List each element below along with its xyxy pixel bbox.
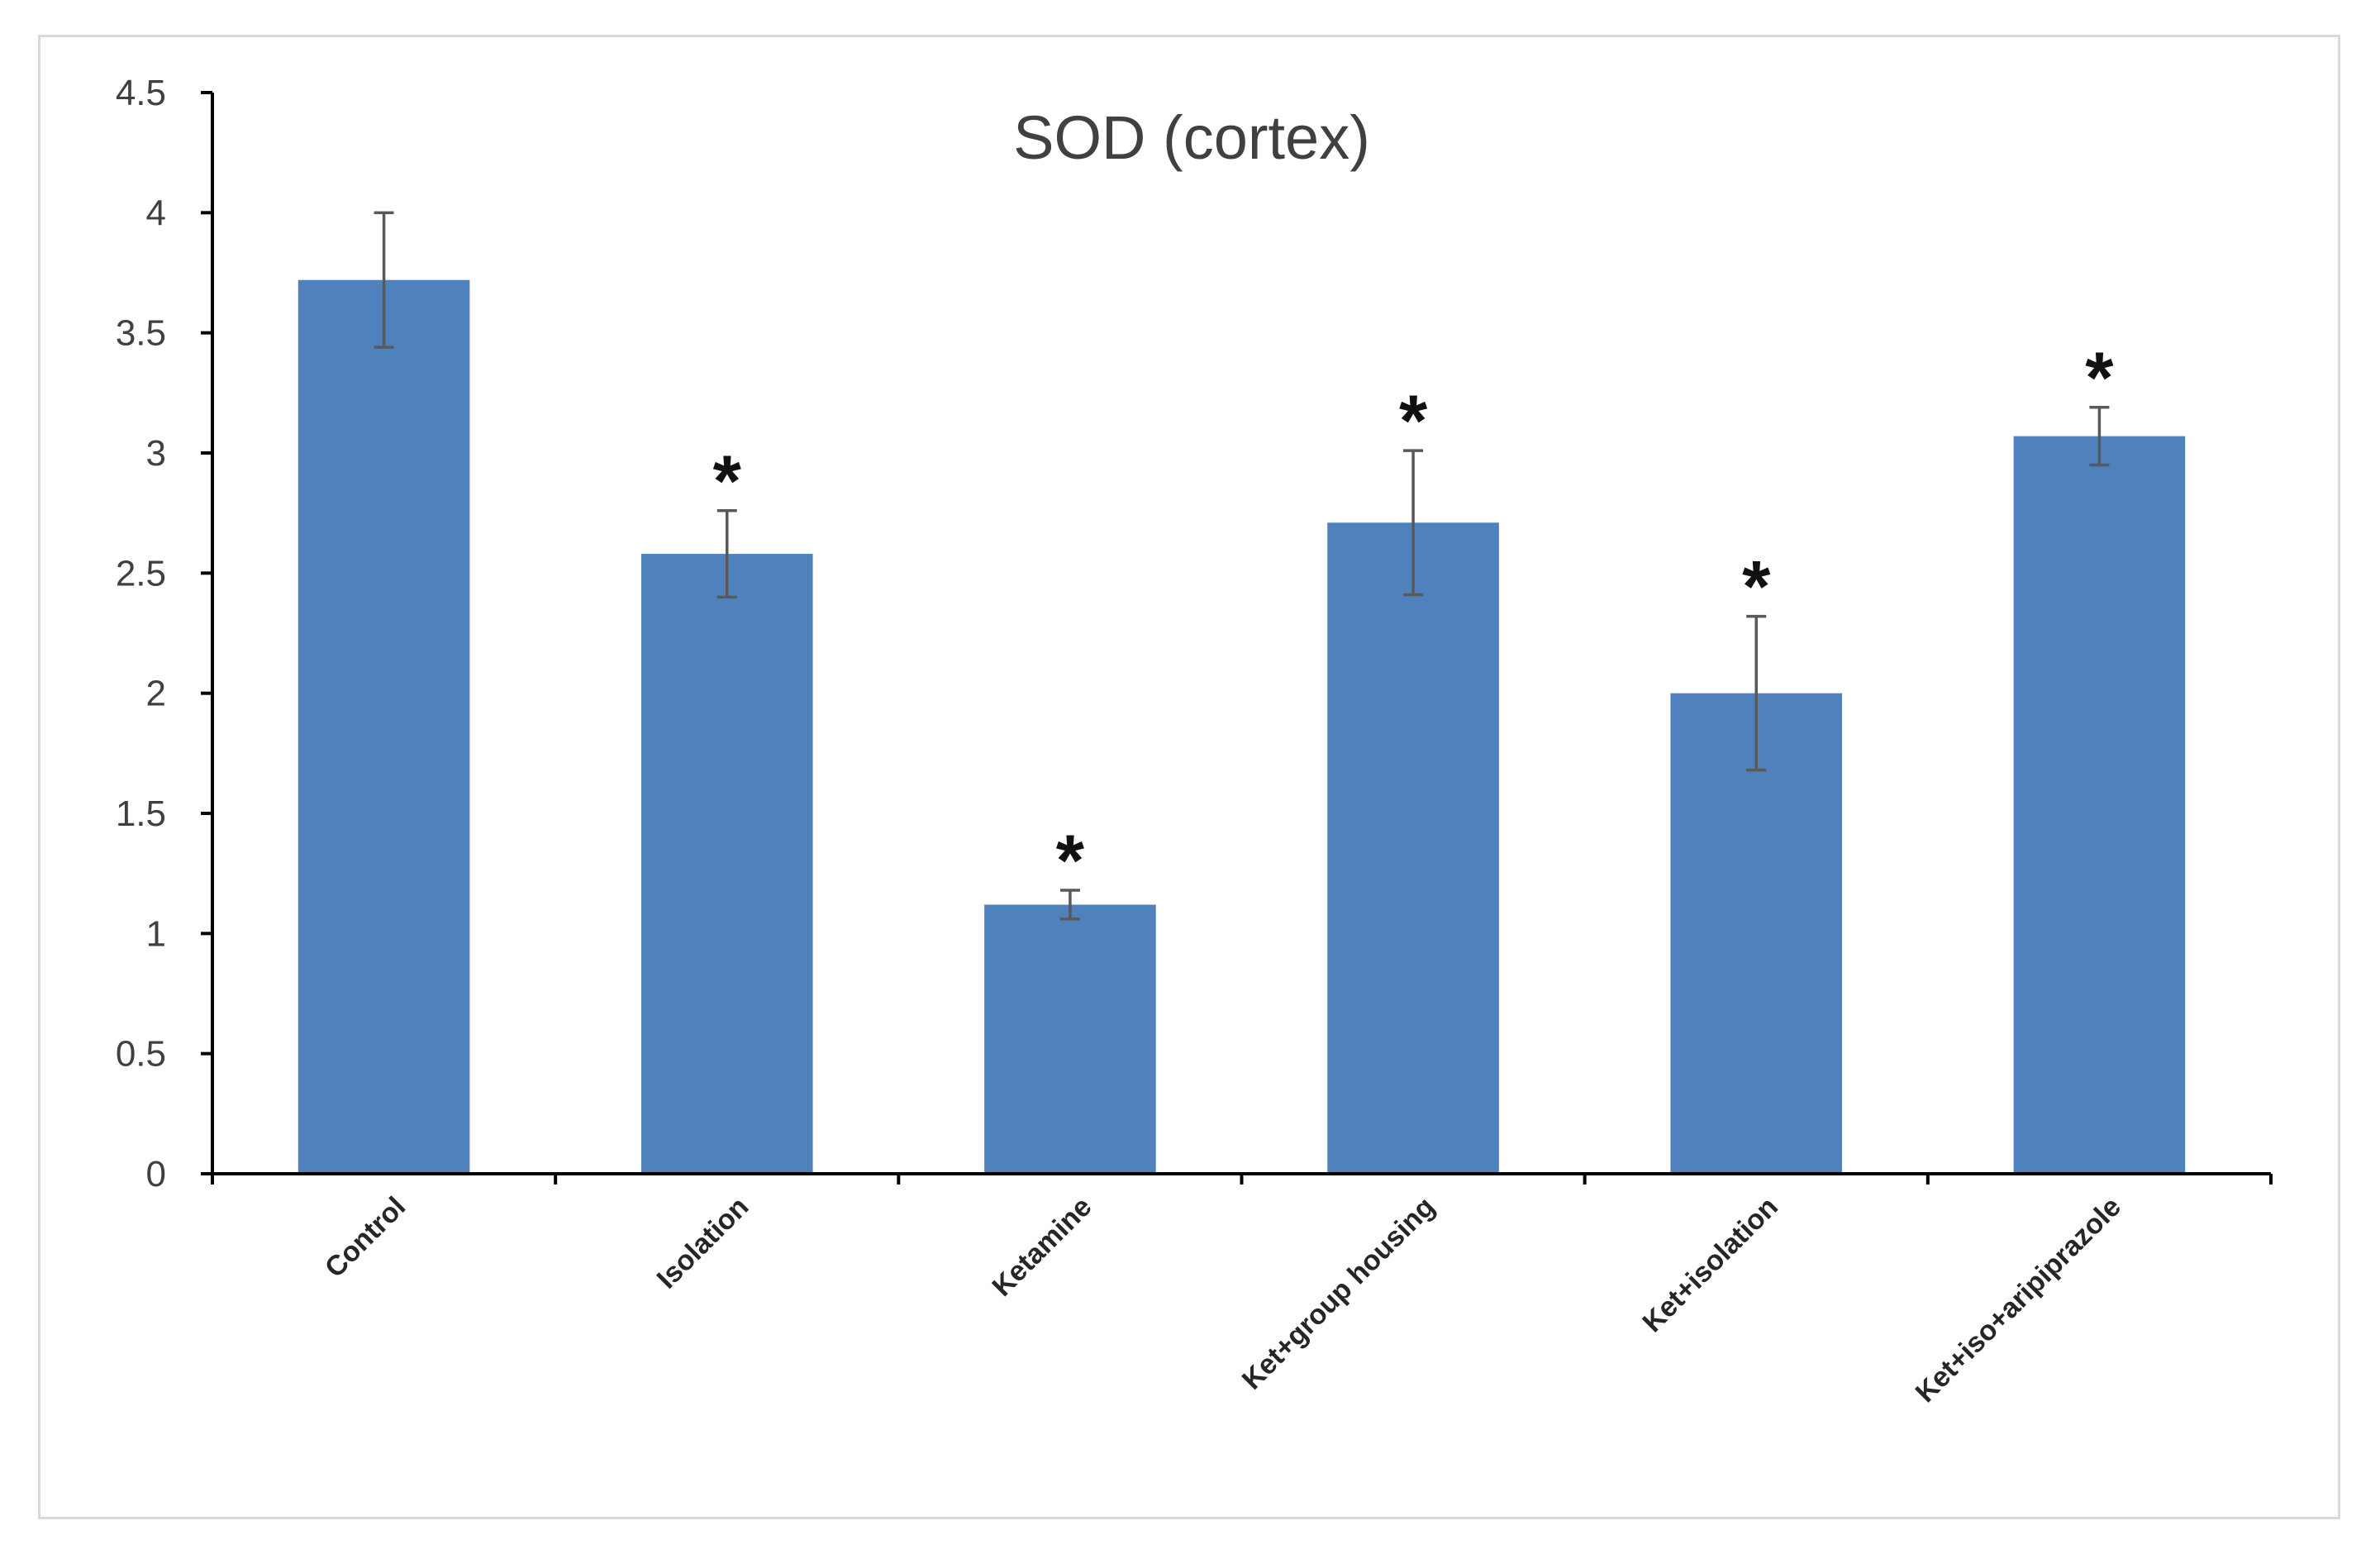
x-axis-category-labels: Control Isolation Ketamine Ket+group housin… <box>319 1191 2127 1409</box>
error-bar-0 <box>374 211 394 349</box>
error-bar-3 <box>1403 449 1424 597</box>
y-tick-label: 3.5 <box>116 313 166 354</box>
significance-marker-5: * <box>2085 336 2114 418</box>
category-label-2: Ketamine <box>986 1191 1097 1303</box>
error-bar-5 <box>2089 406 2110 467</box>
chart-frame <box>38 35 2340 1519</box>
y-axis-ticks: 0 0.5 1 1.5 2 2.5 3 3.5 4 4.5 <box>116 73 212 1194</box>
bar-1 <box>640 554 813 1174</box>
category-label-4: Ket+isolation <box>1636 1191 1784 1339</box>
bar-3 <box>1327 522 1499 1174</box>
category-label-3: Ket+group housing <box>1236 1191 1441 1396</box>
error-bar-1 <box>716 509 737 599</box>
category-label-0: Control <box>319 1191 412 1284</box>
significance-marker-1: * <box>713 440 742 522</box>
y-tick-label: 1.5 <box>116 794 166 834</box>
category-label-1: Isolation <box>651 1191 755 1295</box>
axes-layer <box>211 93 2273 1185</box>
bars-layer <box>298 279 2186 1175</box>
y-tick-label: 4 <box>146 193 166 233</box>
y-tick-label: 4.5 <box>116 73 166 113</box>
significance-markers-layer: * * * * * <box>713 336 2115 901</box>
error-bars-layer <box>374 211 2110 921</box>
category-label-5: Ket+iso+aripiprazole <box>1910 1191 2127 1409</box>
y-tick-label: 1 <box>146 913 166 954</box>
chart-title: SOD (cortex) <box>1013 103 1370 172</box>
bar-2 <box>984 904 1156 1174</box>
bar-0 <box>298 279 470 1175</box>
error-bar-2 <box>1059 889 1080 921</box>
error-bar-4 <box>1746 614 1767 772</box>
y-tick-label: 3 <box>146 433 166 474</box>
significance-marker-3: * <box>1399 379 1428 461</box>
significance-marker-2: * <box>1056 819 1085 901</box>
y-tick-label: 0.5 <box>116 1034 166 1075</box>
significance-marker-4: * <box>1742 546 1771 627</box>
y-tick-label: 0 <box>146 1154 166 1194</box>
y-tick-label: 2 <box>146 674 166 714</box>
y-tick-label: 2.5 <box>116 553 166 593</box>
bar-5 <box>2013 436 2186 1174</box>
bar-4 <box>1670 693 1843 1174</box>
